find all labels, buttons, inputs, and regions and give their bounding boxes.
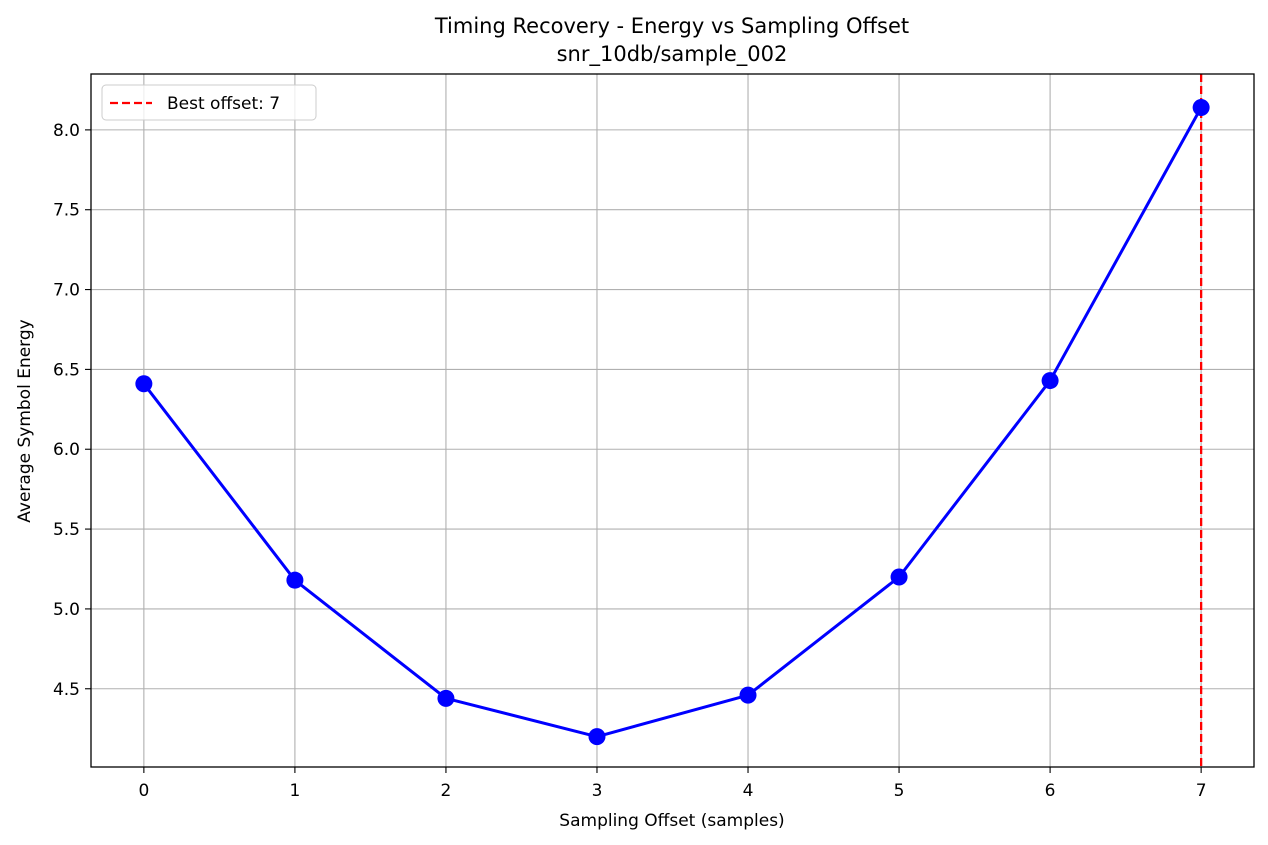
x-tick-label: 2	[441, 781, 452, 801]
x-tick-label: 1	[289, 781, 300, 801]
y-axis-label: Average Symbol Energy	[15, 319, 35, 522]
y-tick-label: 5.0	[53, 600, 80, 620]
data-point	[437, 689, 455, 707]
y-tick-label: 5.5	[53, 520, 80, 540]
series-line	[142, 106, 1203, 739]
data-point	[286, 571, 304, 589]
data-point	[1041, 372, 1059, 390]
legend: Best offset: 7	[101, 84, 317, 121]
plot-frame	[90, 73, 1255, 768]
y-tick-label: 4.5	[53, 680, 80, 700]
data-point	[1192, 99, 1210, 117]
x-tick-label: 6	[1045, 781, 1056, 801]
data-point	[588, 728, 606, 746]
x-ticks: 0 1 2 3 4 5 6 7	[138, 767, 1207, 801]
y-tick-label: 6.0	[53, 440, 80, 460]
legend-box	[101, 84, 317, 121]
y-tick-label: 7.0	[53, 281, 80, 301]
data-point	[890, 568, 908, 586]
x-tick-label: 5	[894, 781, 905, 801]
x-tick-label: 0	[138, 781, 149, 801]
grid	[91, 74, 1254, 767]
x-tick-label: 4	[743, 781, 754, 801]
y-tick-label: 8.0	[53, 121, 80, 141]
series-layer	[135, 99, 1210, 746]
y-tick-label: 6.5	[53, 360, 80, 380]
chart-subtitle: snr_10db/sample_002	[557, 42, 788, 67]
x-tick-label: 7	[1196, 781, 1207, 801]
y-ticks: 4.5 5.0 5.5 6.0 6.5 7.0 7.5 8.0	[53, 121, 91, 700]
legend-entry-best-offset: Best offset: 7	[167, 94, 280, 114]
data-point	[739, 686, 757, 704]
x-axis-label: Sampling Offset (samples)	[559, 811, 784, 831]
x-tick-label: 3	[592, 781, 603, 801]
data-point	[135, 375, 153, 393]
y-tick-label: 7.5	[53, 201, 80, 221]
chart-title: Timing Recovery - Energy vs Sampling Off…	[434, 14, 909, 38]
